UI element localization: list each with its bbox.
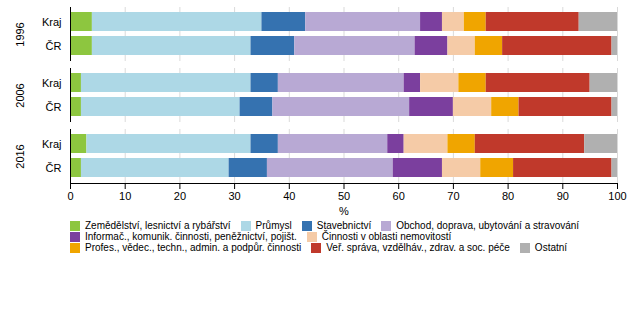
svg-text:2006: 2006 [14, 83, 26, 107]
html-text:Informač., komunik. činnosti,: Informač., komunik. činnosti, peněžnictv… [85, 231, 297, 242]
svg-text:Kraj: Kraj [42, 16, 62, 28]
html-text:Veř. správa, vzdělháv., zdrav.: Veř. správa, vzdělháv., zdrav. a soc. pé… [326, 242, 510, 253]
svg-text:1996: 1996 [14, 22, 26, 46]
svg-text:ČR: ČR [46, 101, 62, 113]
svg-text:%: % [339, 205, 349, 217]
svg-text:Kraj: Kraj [42, 138, 62, 150]
svg-text:30: 30 [228, 190, 240, 202]
html-text:Profes., vědec., techn., admin: Profes., vědec., techn., admin. a podpůr… [85, 242, 302, 253]
html-text:Obchod, doprava, ubytování a s: Obchod, doprava, ubytování a stravování [396, 220, 580, 231]
svg-text:ČR: ČR [46, 40, 62, 52]
html-text:Činnosti v oblasti nemovitostí: Činnosti v oblasti nemovitostí [321, 231, 452, 242]
svg-text:ČR: ČR [46, 162, 62, 174]
html-text:Ostatní: Ostatní [534, 242, 568, 253]
svg-text:80: 80 [502, 190, 514, 202]
html-text:Stavebnictví: Stavebnictví [316, 220, 372, 231]
svg-text:100: 100 [608, 190, 626, 202]
svg-text:60: 60 [393, 190, 405, 202]
svg-text:0: 0 [67, 190, 73, 202]
svg-text:Kraj: Kraj [42, 77, 62, 89]
svg-text:10: 10 [119, 190, 131, 202]
svg-text:70: 70 [447, 190, 459, 202]
svg-text:20: 20 [174, 190, 186, 202]
svg-text:2016: 2016 [14, 144, 26, 168]
svg-text:90: 90 [557, 190, 569, 202]
svg-text:40: 40 [283, 190, 295, 202]
html-text:Zemědělství, lesnictví a rybář: Zemědělství, lesnictví a rybářství [85, 220, 231, 231]
svg-text:50: 50 [338, 190, 350, 202]
html-text:Průmysl: Průmysl [255, 220, 292, 231]
